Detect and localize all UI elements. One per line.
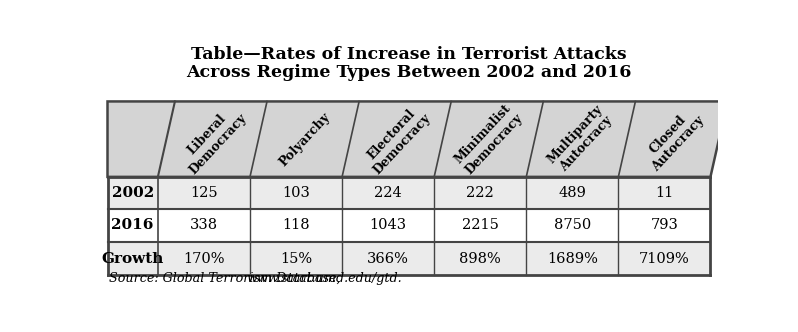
Text: 125: 125 bbox=[190, 186, 218, 200]
Text: 224: 224 bbox=[374, 186, 402, 200]
Text: 2016: 2016 bbox=[112, 218, 154, 232]
Text: 2002: 2002 bbox=[112, 186, 154, 200]
Text: 118: 118 bbox=[282, 218, 310, 232]
Text: Multiparty
Autocracy: Multiparty Autocracy bbox=[545, 102, 617, 176]
Text: Across Regime Types Between 2002 and 2016: Across Regime Types Between 2002 and 201… bbox=[186, 64, 632, 81]
Text: 489: 489 bbox=[559, 186, 587, 200]
Text: Table—Rates of Increase in Terrorist Attacks: Table—Rates of Increase in Terrorist Att… bbox=[192, 46, 626, 63]
Text: 1043: 1043 bbox=[369, 218, 407, 232]
Text: Source: Global Terrorism Database,: Source: Global Terrorism Database, bbox=[109, 272, 345, 285]
Text: 2215: 2215 bbox=[462, 218, 499, 232]
Bar bbox=[108, 242, 710, 276]
Polygon shape bbox=[108, 102, 728, 177]
Text: 1689%: 1689% bbox=[547, 252, 598, 266]
Text: Electoral
Democracy: Electoral Democracy bbox=[360, 101, 433, 177]
Text: 793: 793 bbox=[650, 218, 678, 232]
Text: Closed
Autocracy: Closed Autocracy bbox=[638, 104, 707, 174]
Text: 7109%: 7109% bbox=[639, 252, 689, 266]
Text: Polyarchy: Polyarchy bbox=[277, 110, 333, 169]
Text: 15%: 15% bbox=[280, 252, 312, 266]
Text: 366%: 366% bbox=[367, 252, 409, 266]
Text: 898%: 898% bbox=[460, 252, 501, 266]
Bar bbox=[108, 209, 710, 242]
Text: 103: 103 bbox=[282, 186, 310, 200]
Bar bbox=[108, 177, 710, 209]
Text: Liberal
Democracy: Liberal Democracy bbox=[176, 101, 249, 177]
Text: 170%: 170% bbox=[184, 252, 225, 266]
Text: www.start.umd.edu/gtd.: www.start.umd.edu/gtd. bbox=[247, 272, 402, 285]
Text: 222: 222 bbox=[466, 186, 494, 200]
Text: Minimalist
Democracy: Minimalist Democracy bbox=[452, 101, 525, 177]
Text: 8750: 8750 bbox=[554, 218, 591, 232]
Text: Growth: Growth bbox=[101, 252, 164, 266]
Text: 11: 11 bbox=[655, 186, 674, 200]
Text: 338: 338 bbox=[190, 218, 218, 232]
